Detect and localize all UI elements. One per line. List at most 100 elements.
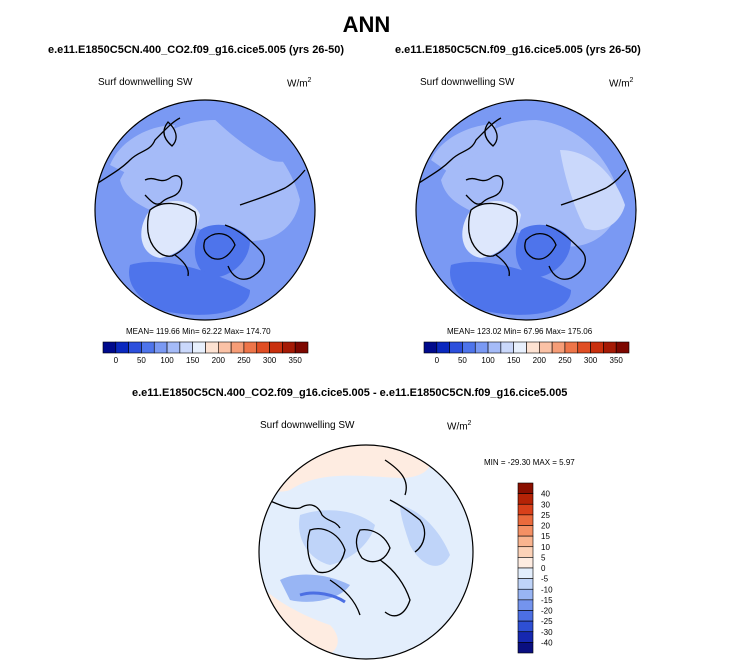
panel1-colorbar-tick-label: 350 xyxy=(289,356,303,365)
panel1-field-pacific xyxy=(205,108,296,162)
diff-colorbar-swatch xyxy=(517,588,534,601)
panel2-field-atlantic xyxy=(450,261,571,315)
panel2-case-title: e.e11.E1850C5CN.f09_g16.cice5.005 (yrs 2… xyxy=(395,44,641,56)
panel2-map xyxy=(415,99,637,321)
diff-colorbar-tick-label: 5 xyxy=(541,553,546,562)
panel2-coastlines xyxy=(416,117,627,280)
panel1-stats: MEAN= 119.66 Min= 62.22 Max= 174.70 xyxy=(126,327,271,336)
panel2-colorbar-swatch xyxy=(603,341,617,354)
diff-colorbar-tick-label: 15 xyxy=(541,532,550,541)
panel1-colorbar-swatch xyxy=(205,341,219,354)
panel1-colorbar-swatch xyxy=(256,341,270,354)
diff-colorbar-swatch xyxy=(517,482,534,494)
panel1-colorbar-swatch xyxy=(141,341,155,354)
panel2-field-norwegian-sea xyxy=(515,224,571,278)
panel2-colorbar-swatch xyxy=(615,341,630,354)
diff-colorbar-swatch xyxy=(517,493,534,505)
panel1-colorbar-swatch xyxy=(269,341,283,354)
diff-title: e.e11.E1850C5CN.400_CO2.f09_g16.cice5.00… xyxy=(132,387,568,399)
diff-colorbar-tick-label: 20 xyxy=(541,522,550,531)
panel2-colorbar: 0 50 100 150 200 250 300 350 xyxy=(423,341,630,365)
panel2-colorbar-swatch xyxy=(436,341,450,354)
diff-colorbar-tick-label: -5 xyxy=(541,575,549,584)
panel1-map-border xyxy=(94,99,316,321)
panel1-colorbar-swatch xyxy=(115,341,129,354)
panel2-field-greenland xyxy=(462,200,521,258)
panel1-colorbar-swatch xyxy=(243,341,258,354)
panel1-colorbar-tick-label: 250 xyxy=(237,356,251,365)
panel2-colorbar-tick-label: 350 xyxy=(610,356,624,365)
diff-colorbar-tick-label: -40 xyxy=(541,638,553,647)
diff-colorbar-swatch xyxy=(517,514,534,526)
panel1-colorbar-swatch xyxy=(218,341,232,354)
diff-map xyxy=(258,444,474,660)
panel2-colorbar-swatch xyxy=(526,341,540,354)
panel2-field-canada xyxy=(560,150,625,231)
panel1-colorbar-swatch xyxy=(294,341,309,354)
panel2-colorbar-swatch xyxy=(551,341,566,354)
panel2-units-label: W/m2 xyxy=(609,77,634,90)
panel2-colorbar-swatch xyxy=(487,341,502,354)
diff-colorbar-tick-label: 30 xyxy=(541,500,550,509)
panel1-colorbar-swatch xyxy=(179,341,193,354)
panel1-colorbar-tick-label: 100 xyxy=(160,356,174,365)
diff-colorbar-tick-label: -10 xyxy=(541,585,553,594)
diff-colorbar-swatch xyxy=(517,599,534,611)
page-title: ANN xyxy=(342,12,391,37)
panel1-map xyxy=(94,99,316,321)
panel1-colorbar: 0 50 100 150 200 250 300 350 xyxy=(102,341,309,365)
panel2-colorbar-swatch xyxy=(577,341,591,354)
panel1-colorbar-tick-label: 0 xyxy=(114,356,119,365)
diff-colorbar-swatch xyxy=(517,620,534,633)
diff-coastlines xyxy=(267,459,426,617)
panel1-colorbar-tick-label: 300 xyxy=(263,356,277,365)
panel2-colorbar-swatch xyxy=(449,341,463,354)
panel2-colorbar-swatch xyxy=(500,341,514,354)
diff-colorbar-swatch xyxy=(517,567,534,579)
diff-colorbar-tick-label: 10 xyxy=(541,543,550,552)
panel2-colorbar-tick-label: 250 xyxy=(558,356,572,365)
diff-colorbar-tick-label: 0 xyxy=(541,564,546,573)
diff-colorbar-swatch xyxy=(517,610,534,622)
panel1-field-eurasia xyxy=(110,125,175,175)
panel2-colorbar-swatch xyxy=(564,341,579,354)
panel1-units-label: W/m2 xyxy=(287,77,312,90)
diff-colorbar-swatch xyxy=(517,525,534,537)
panel1-colorbar-swatch xyxy=(230,341,245,354)
diff-colorbar-tick-label: 40 xyxy=(541,490,550,499)
panel1-colorbar-tick-label: 150 xyxy=(186,356,200,365)
panel2-colorbar-swatch xyxy=(513,341,527,354)
panel2-colorbar-tick-label: 150 xyxy=(507,356,521,365)
diff-colorbar-swatch xyxy=(517,557,534,569)
diff-variable-label: Surf downwelling SW xyxy=(260,420,355,431)
panel1-colorbar-tick-label: 200 xyxy=(212,356,226,365)
panel1-colorbar-swatch xyxy=(153,341,168,354)
panel2-colorbar-tick-label: 100 xyxy=(481,356,495,365)
panel1-colorbar-swatch xyxy=(166,341,181,354)
panel2-colorbar-swatch xyxy=(423,341,438,354)
panel1-colorbar-swatch xyxy=(102,341,117,354)
diff-colorbar-swatch xyxy=(517,578,534,590)
panel1-colorbar-tick-label: 50 xyxy=(137,356,146,365)
panel2-colorbar-tick-label: 200 xyxy=(533,356,547,365)
panel1-colorbar-swatch xyxy=(282,341,296,354)
panel2-colorbar-swatch xyxy=(474,341,489,354)
panel2-variable-label: Surf downwelling SW xyxy=(420,77,515,88)
panel2-colorbar-tick-label: 300 xyxy=(584,356,598,365)
panel1-coastlines xyxy=(95,117,306,280)
panel1-field-norwegian-sea xyxy=(194,224,250,278)
panel2-stats: MEAN= 123.02 Min= 67.96 Max= 175.06 xyxy=(447,327,593,336)
diff-colorbar-swatch xyxy=(517,546,534,558)
diff-colorbar-swatch xyxy=(517,631,534,643)
panel1-field-atlantic xyxy=(129,261,250,315)
diff-colorbar-tick-label: -30 xyxy=(541,628,553,637)
panel2-colorbar-tick-label: 0 xyxy=(435,356,440,365)
panel1-field-greenland xyxy=(141,200,200,258)
panel1-field-patch xyxy=(165,143,190,160)
diff-colorbar-tick-label: -25 xyxy=(541,617,553,626)
panel2-colorbar-swatch xyxy=(462,341,476,354)
diff-colorbar-swatch xyxy=(517,535,534,548)
panel1-colorbar-swatch xyxy=(128,341,142,354)
panel2-colorbar-swatch xyxy=(590,341,604,354)
